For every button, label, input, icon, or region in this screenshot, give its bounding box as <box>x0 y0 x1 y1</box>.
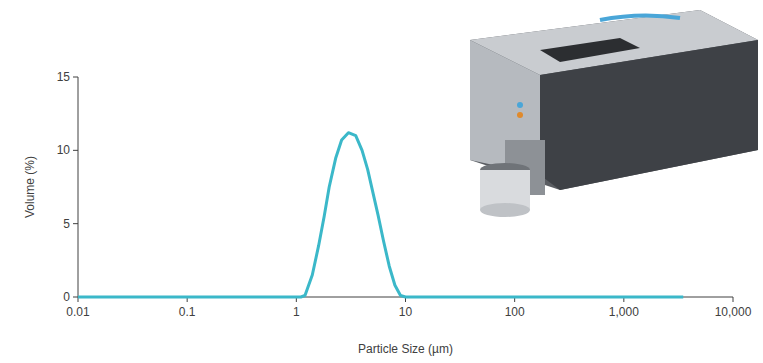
y-axis-line <box>78 77 79 297</box>
y-tick <box>73 223 78 224</box>
y-tick <box>73 297 78 298</box>
chart: 0 5 10 15 0.01 0.1 1 10 100 1,000 10,000 Particle S… <box>0 0 763 363</box>
y-tick-label: 10 <box>57 143 71 157</box>
x-tick-label: 1,000 <box>609 305 639 319</box>
y-tick-label: 0 <box>63 290 70 304</box>
y-tick <box>73 77 78 78</box>
instrument-light <box>517 112 523 118</box>
x-axis-title: Particle Size (µm) <box>358 342 453 356</box>
instrument-light <box>517 102 523 108</box>
instrument-side <box>540 40 758 190</box>
x-tick-label: 100 <box>505 305 525 319</box>
instrument-lid <box>540 38 640 62</box>
plot-area <box>78 133 683 297</box>
instrument-illustration <box>470 10 758 217</box>
instrument-accent <box>600 15 680 20</box>
x-tick-label: 10,000 <box>715 305 752 319</box>
instrument-cell-bottom <box>480 203 530 217</box>
x-tick-label: 1 <box>293 305 300 319</box>
x-tick-label: 10 <box>399 305 413 319</box>
x-tick-label: 0.1 <box>179 305 196 319</box>
y-tick-label: 5 <box>63 217 70 231</box>
y-axis-title: Volume (%) <box>23 156 37 218</box>
x-tick <box>733 297 734 302</box>
x-tick-label: 0.01 <box>66 305 90 319</box>
distribution-line <box>78 133 683 297</box>
y-tick-label: 15 <box>57 70 71 84</box>
y-tick <box>73 150 78 151</box>
